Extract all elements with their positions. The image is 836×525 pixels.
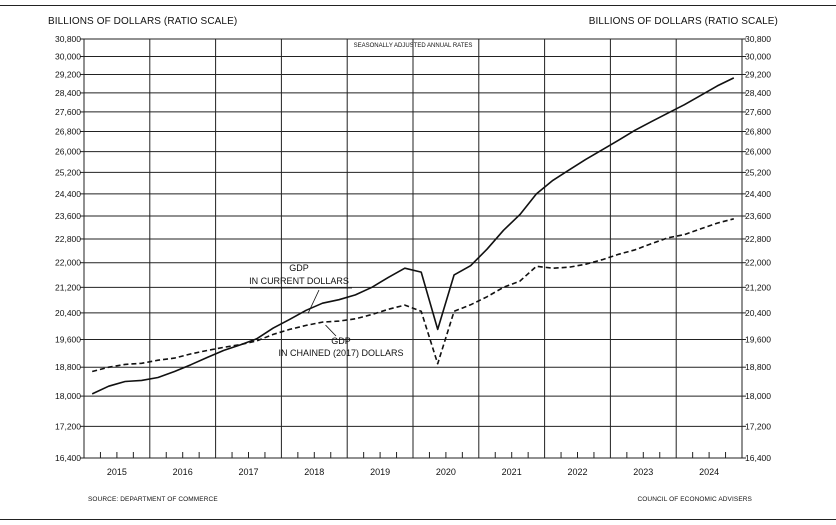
y-tick-label-right: 18,800 [745,362,771,372]
y-tick-label-right: 26,000 [745,147,771,157]
series-line-current-dollars [91,77,735,395]
x-tick-label: 2022 [567,467,587,477]
y-tick-label-left: 18,800 [55,362,81,372]
y-tick-label-left: 29,200 [55,69,81,79]
y-tick-label-right: 27,600 [745,107,771,117]
y-tick-label-right: 23,600 [745,211,771,221]
annotation-chained-leader [325,324,337,337]
y-tick-label-right: 24,400 [745,189,771,199]
y-tick-label-right: 30,800 [745,34,771,44]
y-tick-label-left: 25,200 [55,167,81,177]
y-tick-label-left: 22,000 [55,258,81,268]
x-tick-label: 2021 [502,467,522,477]
y-tick-label-right: 26,800 [745,126,771,136]
y-tick-label-right: 22,000 [745,258,771,268]
x-tick-label: 2020 [436,467,456,477]
y-tick-label-right: 25,200 [745,167,771,177]
y-tick-label-right: 19,600 [745,334,771,344]
y-tick-label-left: 30,800 [55,34,81,44]
y-tick-label-left: 16,400 [55,453,81,463]
y-tick-label-left: 27,600 [55,107,81,117]
y-tick-label-left: 20,400 [55,308,81,318]
x-tick-label: 2019 [370,467,390,477]
y-tick-label-left: 28,400 [55,88,81,98]
y-tick-label-right: 30,000 [745,51,771,61]
y-tick-label-right: 17,200 [745,421,771,431]
source-note: SOURCE: DEPARTMENT OF COMMERCE [88,496,218,503]
x-tick-label: 2017 [238,467,258,477]
y-axis-label-right: BILLIONS OF DOLLARS (RATIO SCALE) [588,16,778,27]
y-tick-label-left: 24,400 [55,189,81,199]
x-tick-label: 2024 [699,467,719,477]
x-tick-label: 2018 [304,467,324,477]
credit-note: COUNCIL OF ECONOMIC ADVISERS [637,496,752,503]
y-tick-label-right: 20,400 [745,308,771,318]
y-tick-label-left: 30,000 [55,51,81,61]
y-tick-label-left: 23,600 [55,211,81,221]
y-tick-label-right: 18,000 [745,391,771,401]
y-tick-label-right: 28,400 [745,88,771,98]
x-tick-label: 2016 [173,467,193,477]
y-tick-label-right: 21,200 [745,282,771,292]
y-tick-label-left: 22,800 [55,234,81,244]
y-tick-label-left: 18,000 [55,391,81,401]
x-tick-label: 2015 [107,467,127,477]
y-tick-label-right: 29,200 [745,69,771,79]
annotation-chained-subtitle: IN CHAINED (2017) DOLLARS [278,348,403,358]
annotation-current-title: GDP [289,263,309,273]
annotation-chained-title: GDP [331,336,351,346]
y-tick-label-left: 19,600 [55,334,81,344]
y-axis-label-left: BILLIONS OF DOLLARS (RATIO SCALE) [48,16,238,27]
y-tick-label-right: 22,800 [745,234,771,244]
series-line-chained-dollars [91,218,735,373]
y-tick-label-left: 17,200 [55,421,81,431]
y-tick-label-left: 26,000 [55,147,81,157]
y-tick-label-left: 21,200 [55,282,81,292]
y-tick-label-right: 16,400 [745,453,771,463]
annotation-current-leader [307,289,320,314]
top-rule [0,5,836,6]
annotation-current-subtitle: IN CURRENT DOLLARS [249,276,349,286]
bottom-rule [0,519,836,520]
x-tick-label: 2023 [633,467,653,477]
y-tick-label-left: 26,800 [55,126,81,136]
